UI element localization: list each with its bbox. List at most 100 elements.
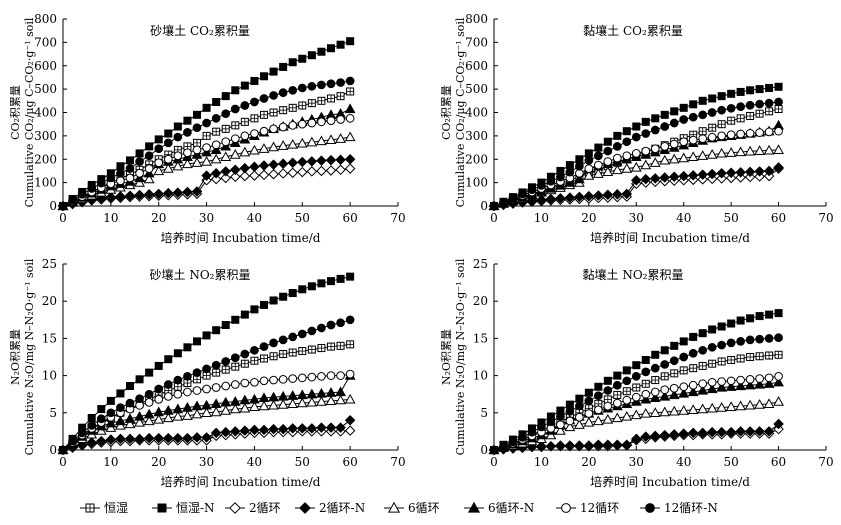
data-point <box>611 412 623 423</box>
data-point <box>649 157 661 167</box>
data-point <box>298 54 307 63</box>
data-point <box>335 154 346 165</box>
data-point <box>546 176 556 186</box>
data-point <box>269 296 278 305</box>
data-point <box>307 81 317 91</box>
x-tick-label: 40 <box>247 455 262 469</box>
data-point <box>527 427 537 437</box>
data-point <box>182 432 193 444</box>
data-point <box>345 315 355 325</box>
data-point <box>240 131 250 141</box>
y-tick-label: 700 <box>34 35 57 49</box>
data-point <box>277 158 289 169</box>
data-point <box>172 187 184 198</box>
legend-item-12-N: 12循环-N <box>640 501 718 515</box>
data-point <box>239 162 251 174</box>
data-point <box>706 426 718 438</box>
data-point <box>277 140 289 150</box>
data-point <box>774 333 783 343</box>
data-point <box>744 166 756 178</box>
data-point <box>593 405 603 415</box>
data-point <box>583 190 595 202</box>
data-point <box>660 122 670 131</box>
data-point <box>316 387 327 398</box>
x-tick-label: 20 <box>581 211 596 225</box>
data-point <box>603 401 613 411</box>
data-point <box>335 386 346 397</box>
data-point <box>191 408 203 419</box>
data-point <box>345 76 355 86</box>
data-point <box>660 360 670 369</box>
data-point <box>317 323 326 333</box>
series-12-N <box>489 333 783 455</box>
data-point <box>727 319 736 328</box>
data-point <box>545 441 557 452</box>
data-point <box>773 144 784 155</box>
data-point <box>287 398 299 409</box>
chart-panel-4: 0 10 20 30 40 50 60 70 0 5 10 15 20 25 黏壤土 NO₂累积量培养时间 … <box>440 257 834 489</box>
data-point <box>698 110 708 120</box>
data-point <box>556 412 565 421</box>
data-point <box>745 374 755 384</box>
data-point <box>764 373 774 383</box>
data-point <box>735 380 747 391</box>
data-point <box>106 396 115 405</box>
data-point <box>774 97 783 107</box>
data-point <box>593 151 603 161</box>
data-point <box>641 117 650 126</box>
y-axis-label-en: Cumulative N₂O/mg N–N₂O·g⁻¹ soil <box>454 258 467 455</box>
data-point <box>259 94 269 103</box>
data-point <box>687 427 699 439</box>
data-point <box>249 401 260 411</box>
data-point <box>765 310 774 319</box>
x-tick-label: 60 <box>771 211 786 225</box>
data-point <box>192 368 202 377</box>
data-point <box>87 184 97 193</box>
data-point <box>326 320 336 330</box>
data-point <box>220 172 231 184</box>
data-point <box>327 277 335 286</box>
chart-title: 黏壤土 CO₂累积量 <box>583 23 683 38</box>
data-point <box>277 399 289 409</box>
data-point <box>707 132 717 142</box>
data-point <box>574 191 585 203</box>
data-point <box>555 193 566 204</box>
data-point <box>134 416 145 427</box>
data-point <box>650 363 660 373</box>
data-point <box>698 379 708 389</box>
data-point <box>754 426 765 437</box>
data-point <box>77 189 87 199</box>
y-tick-label: 200 <box>34 152 57 166</box>
data-point <box>697 169 708 180</box>
data-point <box>211 383 221 392</box>
legend-label: 12循环-N <box>664 501 718 515</box>
data-point <box>172 160 184 171</box>
data-point <box>230 134 240 144</box>
data-point <box>316 135 327 146</box>
data-point <box>201 170 212 181</box>
data-point <box>240 310 249 319</box>
x-axis-label: 培养时间 Incubation time/d <box>590 474 750 489</box>
data-point <box>335 422 346 433</box>
data-point <box>124 413 136 423</box>
data-point <box>698 134 708 144</box>
data-point <box>316 422 327 433</box>
data-point <box>278 122 288 132</box>
data-point <box>583 416 595 427</box>
data-point <box>124 418 136 429</box>
data-point <box>325 395 337 406</box>
data-point <box>736 316 745 325</box>
data-point <box>172 410 184 421</box>
data-point <box>230 353 240 363</box>
data-point <box>183 371 192 381</box>
data-point <box>87 414 96 423</box>
data-point <box>268 423 279 435</box>
data-point <box>346 37 355 46</box>
chart-title: 砂壤土 NO₂累积量 <box>150 267 251 282</box>
data-point <box>202 143 211 152</box>
data-point <box>96 193 107 204</box>
data-point <box>316 396 327 406</box>
chart-title: 黏壤土 NO₂累积量 <box>583 267 684 282</box>
data-point <box>212 97 221 106</box>
x-tick-label: 70 <box>818 455 833 469</box>
